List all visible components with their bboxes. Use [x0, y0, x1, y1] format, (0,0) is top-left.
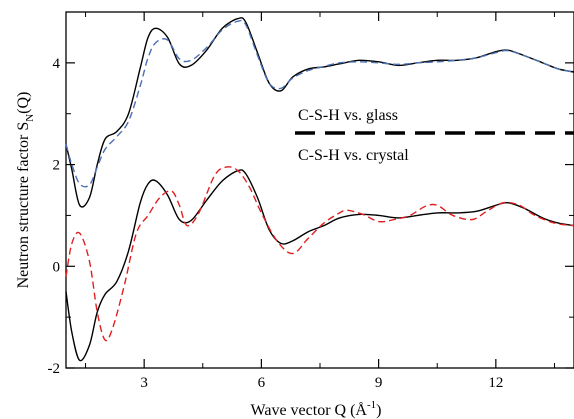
- x-tick-label: 12: [488, 375, 503, 391]
- y-axis-label: Neutron structure factor SN(Q): [15, 92, 36, 289]
- annotation-crystal: C-S-H vs. crystal: [298, 147, 409, 164]
- y-axis-label-close: (Q): [15, 92, 32, 114]
- x-tick-label: 6: [258, 375, 266, 391]
- y-axis-label-main: Neutron structure factor S: [15, 122, 32, 289]
- y-tick-label: 4: [53, 56, 61, 72]
- series-line-glass-dashed: [65, 19, 574, 188]
- series-line-crystal-dashed: [65, 166, 574, 342]
- x-axis-label-sup: -1: [367, 399, 376, 411]
- x-tick-label: 3: [140, 375, 148, 391]
- plot-frame: [65, 11, 574, 369]
- series-layer: [65, 17, 574, 362]
- x-axis-label-close: ): [376, 402, 381, 419]
- y-axis-label-sub: N: [24, 114, 36, 122]
- x-axis-label: Wave vector Q (Å-1): [251, 399, 382, 419]
- ticks-layer: 3 6 9 12 -2 0 2 4: [48, 11, 574, 391]
- x-axis-label-main: Wave vector Q (Å: [251, 401, 368, 419]
- x-tick-label: 9: [375, 375, 383, 391]
- series-line-crystal-solid: [65, 169, 574, 362]
- y-tick-label: -2: [48, 361, 61, 377]
- y-tick-label: 2: [53, 158, 61, 174]
- annotation-glass: C-S-H vs. glass: [298, 107, 398, 124]
- y-tick-label: 0: [53, 259, 61, 275]
